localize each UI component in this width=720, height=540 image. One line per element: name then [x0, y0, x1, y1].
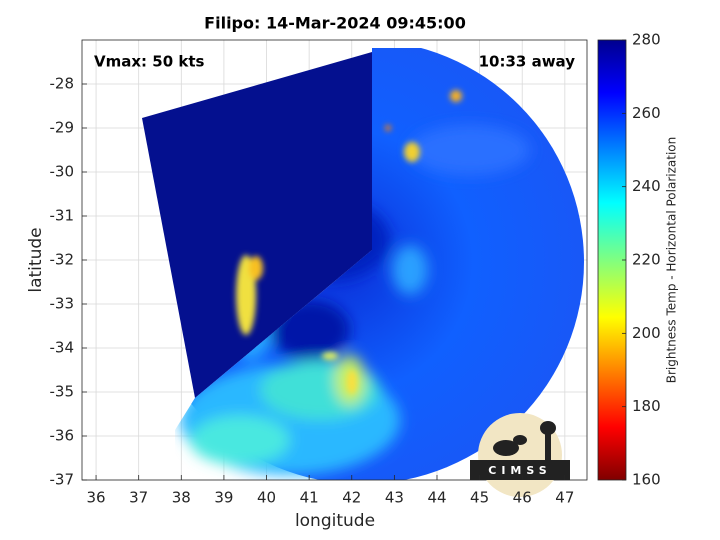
cimss-logo: CIMSS: [470, 413, 570, 497]
colorbar-tick-label: 220: [632, 251, 661, 269]
colorbar-tick-label: 240: [632, 177, 661, 195]
y-tick-label: -30: [50, 163, 75, 181]
y-tick-label: -31: [50, 207, 75, 225]
colorbar-label: Brightness Temp - Horizontal Polarizatio…: [665, 137, 679, 384]
chart-title: Filipo: 14-Mar-2024 09:45:00: [204, 14, 466, 33]
brightness-image: [142, 48, 584, 480]
x-tick-label: 38: [172, 489, 191, 507]
colorbar-tick-label: 160: [632, 471, 661, 489]
y-tick-label: -29: [50, 119, 75, 137]
x-tick-label: 40: [257, 489, 276, 507]
x-tick-label: 44: [427, 489, 446, 507]
x-tick-label: 43: [385, 489, 404, 507]
annotation: Vmax: 50 kts: [94, 53, 204, 71]
x-tick-label: 47: [555, 489, 574, 507]
colorbar-tick-label: 280: [632, 31, 661, 49]
x-axis-label: longitude: [295, 511, 375, 531]
y-tick-label: -35: [50, 383, 75, 401]
colorbar: [597, 39, 627, 481]
x-tick-label: 46: [513, 489, 532, 507]
x-tick-label: 37: [129, 489, 148, 507]
x-tick-label: 39: [214, 489, 233, 507]
y-tick-label: -37: [50, 471, 75, 489]
x-tick-label: 36: [87, 489, 106, 507]
y-tick-label: -36: [50, 427, 75, 445]
annotation: 10:33 away: [479, 53, 576, 71]
y-tick-label: -32: [50, 251, 75, 269]
y-tick-label: -34: [50, 339, 75, 357]
colorbar-tick-label: 200: [632, 324, 661, 342]
logo-text: CIMSS: [488, 464, 551, 477]
x-tick-label: 42: [342, 489, 361, 507]
y-tick-label: -33: [50, 295, 75, 313]
y-tick-label: -28: [50, 75, 75, 93]
colorbar-tick-label: 180: [632, 397, 661, 415]
x-tick-label: 45: [470, 489, 489, 507]
colorbar-tick-label: 260: [632, 104, 661, 122]
x-tick-label: 41: [300, 489, 319, 507]
y-axis-label: latitude: [26, 227, 46, 292]
